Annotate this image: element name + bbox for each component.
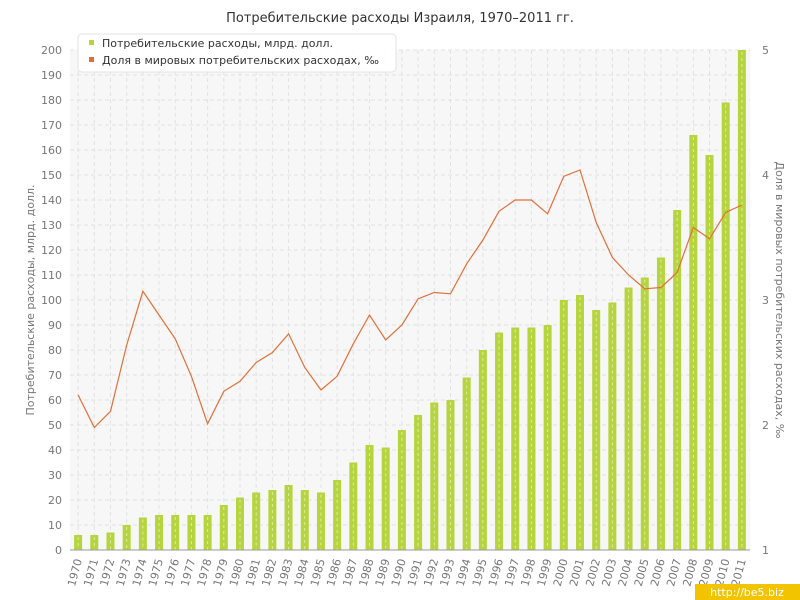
x-axis-ticks: 1970197119721973197419751976197719781979…: [65, 557, 749, 587]
y-tick-label: 10: [48, 519, 62, 532]
bar-1996: [495, 332, 504, 550]
watermark: http://be5.biz: [710, 586, 784, 599]
y2-axis-ticks: 1 2 3 4 5: [762, 44, 769, 557]
y2-tick-label: 1: [762, 544, 769, 557]
y-tick-label: 200: [41, 44, 62, 57]
y-tick-label: 50: [48, 419, 62, 432]
y-tick-label: 20: [48, 494, 62, 507]
bar-1984: [300, 490, 309, 550]
legend-label-bar: Потребительские расходы, млрд. долл.: [102, 37, 333, 50]
share-line: [77, 169, 743, 429]
bar-1975: [155, 515, 164, 550]
legend: Потребительские расходы, млрд. долл. Дол…: [77, 33, 397, 73]
bar-1978: [203, 515, 212, 550]
bar-1971: [90, 535, 99, 550]
y-tick-label: 0: [55, 544, 62, 557]
bars-series: [74, 50, 746, 550]
bar-1991: [414, 415, 423, 550]
y-tick-label: 100: [41, 294, 62, 307]
watermark-bg: [695, 584, 800, 600]
y2-tick-label: 3: [762, 294, 769, 307]
bar-1990: [397, 430, 406, 550]
y-axis-ticks: 0 10 20 30 40 50 60 70 80 90 100 110 120 130 140 150 160…: [41, 44, 62, 557]
bar-2002: [592, 310, 601, 550]
y2-tick-label: 5: [762, 44, 769, 57]
y-tick-label: 110: [41, 269, 62, 282]
bar-1970: [74, 535, 83, 550]
y2-tick-label: 4: [762, 169, 769, 182]
y-tick-label: 60: [48, 394, 62, 407]
y-tick-label: 190: [41, 69, 62, 82]
y-tick-label: 150: [41, 169, 62, 182]
bar-1987: [349, 462, 358, 550]
y-tick-label: 140: [41, 194, 62, 207]
bar-2001: [576, 295, 584, 550]
y-tick-label: 180: [41, 94, 62, 107]
bar-1973: [122, 525, 131, 550]
bar-1982: [268, 490, 277, 550]
y-tick-label: 160: [41, 144, 62, 157]
y2-tick-label: 2: [762, 419, 769, 432]
y-tick-label: 120: [41, 244, 62, 257]
y-tick-label: 70: [48, 369, 62, 382]
legend-swatch-bar: [89, 40, 94, 45]
y-tick-label: 170: [41, 119, 62, 132]
bar-1992: [430, 402, 439, 550]
y2-axis-title: Доля в мировых потребительских расходах,…: [773, 162, 786, 439]
bar-2010: [721, 102, 730, 550]
legend-label-line: Доля в мировых потребительских расходах,…: [102, 54, 379, 67]
y-axis-title: Потребительские расходы, млрд. долл.: [24, 185, 37, 416]
legend-box: [77, 33, 397, 73]
bar-1977: [187, 515, 196, 550]
bar-2004: [624, 287, 633, 550]
y-tick-label: 90: [48, 319, 62, 332]
y-tick-label: 80: [48, 344, 62, 357]
bar-2009: [705, 155, 714, 550]
y-tick-label: 130: [41, 219, 62, 232]
y-tick-label: 40: [48, 444, 62, 457]
chart-title: Потребительские расходы Израиля, 1970–20…: [226, 11, 574, 26]
legend-swatch-line: [89, 57, 94, 62]
y-tick-label: 30: [48, 469, 62, 482]
bar-1976: [171, 515, 180, 550]
